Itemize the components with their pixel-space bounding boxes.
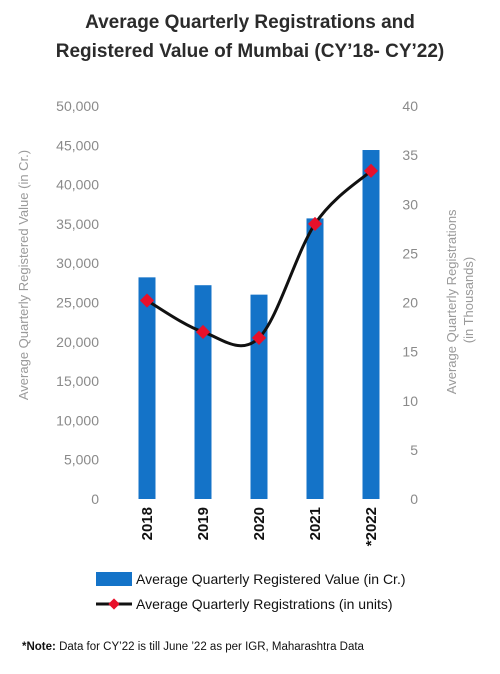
right-axis-title: Average Quarterly Registrations (in Thou… [444, 206, 476, 394]
line-marker [363, 163, 379, 178]
category-label: 2020 [251, 507, 268, 540]
left-axis-ticks: 0 5,000 10,000 15,000 20,000 25,000 30,000 35,0… [56, 98, 99, 507]
legend-swatch-line [96, 597, 132, 610]
right-tick-label: 35 [402, 147, 418, 163]
left-tick-label: 10,000 [56, 412, 99, 428]
right-tick-label: 5 [410, 442, 418, 458]
line-marker [251, 330, 267, 345]
line-marker [195, 324, 211, 340]
category-labels: 2018 2019 2020 2021 *2022 [139, 507, 380, 546]
title-line-2: Registered Value of Mumbai (CY’18- CY’22… [55, 41, 445, 62]
left-tick-label: 25,000 [56, 295, 99, 311]
left-tick-label: 20,000 [56, 334, 99, 350]
right-axis-ticks: 0 5 10 15 20 25 30 35 40 [402, 98, 418, 507]
legend-item-line: Average Quarterly Registrations (in unit… [96, 593, 496, 614]
title-line-1: Average Quarterly Registrations and [85, 12, 415, 33]
category-label: 2021 [307, 507, 324, 540]
left-tick-label: 45,000 [56, 137, 99, 153]
chart-title: Average Quarterly Registrations and Regi… [0, 8, 500, 66]
footnote: *Note: Data for CY’22 is till June ’22 a… [22, 641, 492, 653]
category-label: 2018 [139, 507, 156, 540]
left-tick-label: 5,000 [64, 452, 99, 468]
right-tick-label: 20 [402, 295, 418, 311]
bar [194, 285, 212, 499]
legend-item-bar: Average Quarterly Registered Value (in C… [96, 568, 496, 589]
legend-label-bar: Average Quarterly Registered Value (in C… [136, 570, 406, 587]
right-tick-label: 15 [402, 344, 418, 360]
registrations-markers [139, 163, 379, 345]
right-tick-label: 0 [410, 491, 418, 507]
bar [306, 218, 324, 499]
note-text: Data for CY’22 is till June ’22 as per I… [55, 641, 364, 653]
right-tick-label: 25 [402, 245, 418, 261]
line-marker [307, 216, 323, 231]
right-tick-label: 30 [402, 196, 418, 212]
bar [138, 277, 156, 499]
legend-label-line: Average Quarterly Registrations (in unit… [136, 595, 393, 612]
left-tick-label: 15,000 [56, 373, 99, 389]
bar [362, 150, 380, 500]
legend-swatch-bar [96, 571, 132, 586]
note-label: *Note: [22, 641, 56, 653]
legend: Average Quarterly Registered Value (in C… [96, 568, 496, 618]
bar [250, 294, 268, 499]
category-label: 2019 [195, 507, 212, 540]
left-tick-label: 0 [91, 491, 99, 507]
left-axis-title: Average Quarterly Registered Value (in C… [16, 150, 31, 400]
bar-series [138, 150, 380, 500]
right-tick-label: 10 [402, 393, 418, 409]
right-tick-label: 40 [402, 98, 418, 114]
left-tick-label: 50,000 [56, 98, 99, 114]
left-tick-label: 40,000 [56, 177, 99, 193]
category-label: *2022 [363, 507, 380, 546]
line-marker [139, 293, 155, 308]
left-tick-label: 30,000 [56, 255, 99, 271]
left-tick-label: 35,000 [56, 216, 99, 232]
